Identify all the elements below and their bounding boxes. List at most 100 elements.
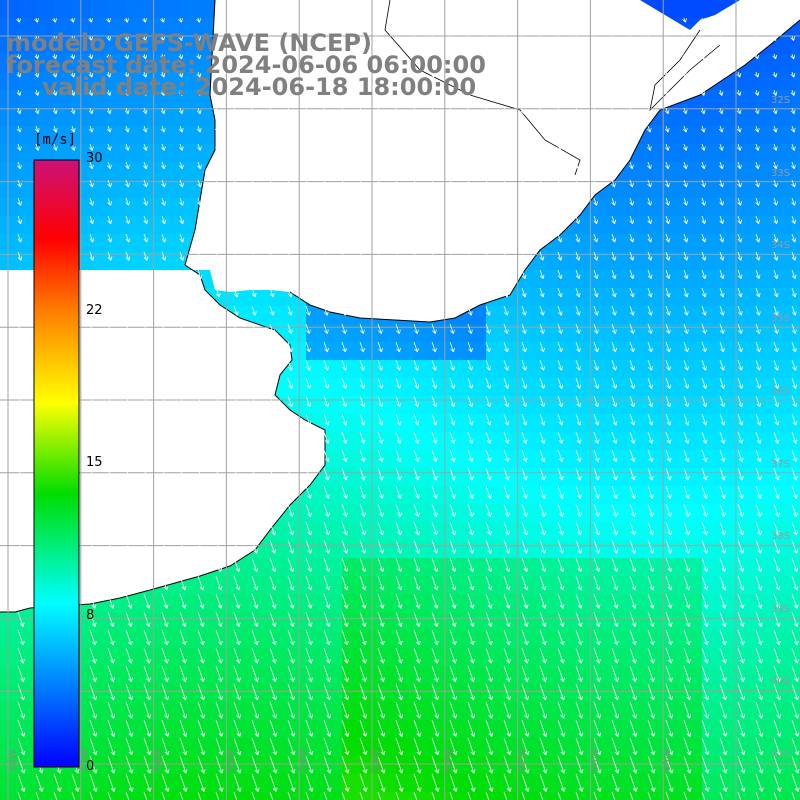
wind-arrow xyxy=(701,305,707,316)
wind-arrow xyxy=(143,305,149,316)
wind-cell xyxy=(234,558,253,577)
wind-cell xyxy=(522,612,541,631)
wind-cell xyxy=(702,504,721,523)
wind-arrow xyxy=(539,557,547,573)
wind-arrow xyxy=(773,773,782,792)
wind-arrow xyxy=(107,575,115,591)
wind-arrow xyxy=(305,197,311,206)
wind-cell xyxy=(630,360,649,379)
wind-arrow xyxy=(17,323,23,334)
wind-cell xyxy=(666,540,685,559)
wind-cell xyxy=(360,558,379,577)
wind-arrow xyxy=(557,593,565,609)
wind-cell xyxy=(594,414,613,433)
wind-arrow xyxy=(232,35,238,41)
wind-arrow xyxy=(251,539,259,554)
wind-arrow xyxy=(88,71,94,78)
wind-arrow xyxy=(89,215,95,225)
wind-arrow xyxy=(701,359,707,371)
wind-cell xyxy=(162,594,181,613)
wind-arrow xyxy=(484,143,490,151)
wind-cell xyxy=(522,774,541,793)
wind-arrow xyxy=(683,665,691,682)
wind-arrow xyxy=(251,377,258,389)
wind-cell xyxy=(252,630,271,649)
wind-cell xyxy=(738,432,757,451)
colorbar-unit: [m/s] xyxy=(34,132,77,148)
wind-arrow xyxy=(107,485,114,499)
wind-arrow xyxy=(628,143,634,151)
wind-arrow xyxy=(539,683,547,701)
wind-cell xyxy=(666,108,685,127)
wind-arrow xyxy=(287,521,294,536)
wind-cell xyxy=(468,522,487,541)
wind-arrow xyxy=(286,53,292,60)
wind-arrow xyxy=(647,665,655,682)
wind-arrow xyxy=(377,431,384,444)
wind-cell xyxy=(648,198,667,217)
wind-arrow xyxy=(485,449,492,463)
wind-arrow xyxy=(197,539,205,554)
wind-arrow xyxy=(557,161,562,170)
wind-arrow xyxy=(755,431,762,444)
wind-arrow xyxy=(503,467,510,481)
wind-arrow xyxy=(215,485,222,499)
wind-cell xyxy=(72,54,91,73)
wind-cell xyxy=(252,720,271,739)
wind-cell xyxy=(648,252,667,271)
wind-arrow xyxy=(575,341,581,353)
wind-cell xyxy=(72,72,91,91)
wind-cell xyxy=(486,684,505,703)
wind-cell xyxy=(792,234,800,253)
wind-arrow xyxy=(394,89,400,96)
wind-cell xyxy=(774,720,793,739)
wind-cell xyxy=(540,702,559,721)
wind-arrow xyxy=(125,503,132,518)
wind-cell xyxy=(684,324,703,343)
wind-arrow xyxy=(197,341,203,353)
wind-arrow xyxy=(233,233,239,243)
wind-arrow xyxy=(377,377,384,389)
wind-arrow xyxy=(790,143,796,151)
wind-arrow xyxy=(394,17,399,23)
wind-arrow xyxy=(575,593,583,609)
wind-cell xyxy=(684,414,703,433)
wind-arrow xyxy=(88,35,94,41)
wind-cell xyxy=(288,630,307,649)
wind-arrow xyxy=(377,791,382,800)
wind-cell xyxy=(684,504,703,523)
wind-arrow xyxy=(593,251,599,261)
wind-arrow xyxy=(125,323,131,334)
wind-cell xyxy=(108,126,127,145)
wind-arrow xyxy=(251,413,258,426)
wind-cell xyxy=(378,594,397,613)
wind-cell xyxy=(162,252,181,271)
wind-arrow xyxy=(413,521,420,536)
wind-arrow xyxy=(52,125,58,133)
wind-cell xyxy=(468,720,487,739)
wind-arrow xyxy=(521,323,527,334)
wind-arrow xyxy=(503,413,510,426)
wind-cell xyxy=(234,774,253,793)
wind-arrow xyxy=(107,359,113,371)
wind-arrow xyxy=(485,233,491,243)
wind-arrow xyxy=(629,305,635,316)
wind-arrow xyxy=(521,215,527,225)
wind-cell xyxy=(612,432,631,451)
wind-arrow xyxy=(269,503,276,518)
wind-arrow xyxy=(629,395,636,408)
wind-arrow xyxy=(503,161,508,170)
wind-cell xyxy=(126,666,145,685)
wind-arrow xyxy=(575,503,582,518)
wind-arrow xyxy=(214,71,220,78)
wind-arrow xyxy=(107,557,115,573)
wind-arrow xyxy=(215,179,220,188)
wind-arrow xyxy=(556,53,562,60)
wind-cell xyxy=(162,738,181,757)
wind-cell xyxy=(342,612,361,631)
wind-arrow xyxy=(575,719,584,737)
wind-arrow xyxy=(322,35,328,41)
wind-arrow xyxy=(107,161,112,170)
wind-cell xyxy=(594,558,613,577)
wind-arrow xyxy=(179,323,185,334)
